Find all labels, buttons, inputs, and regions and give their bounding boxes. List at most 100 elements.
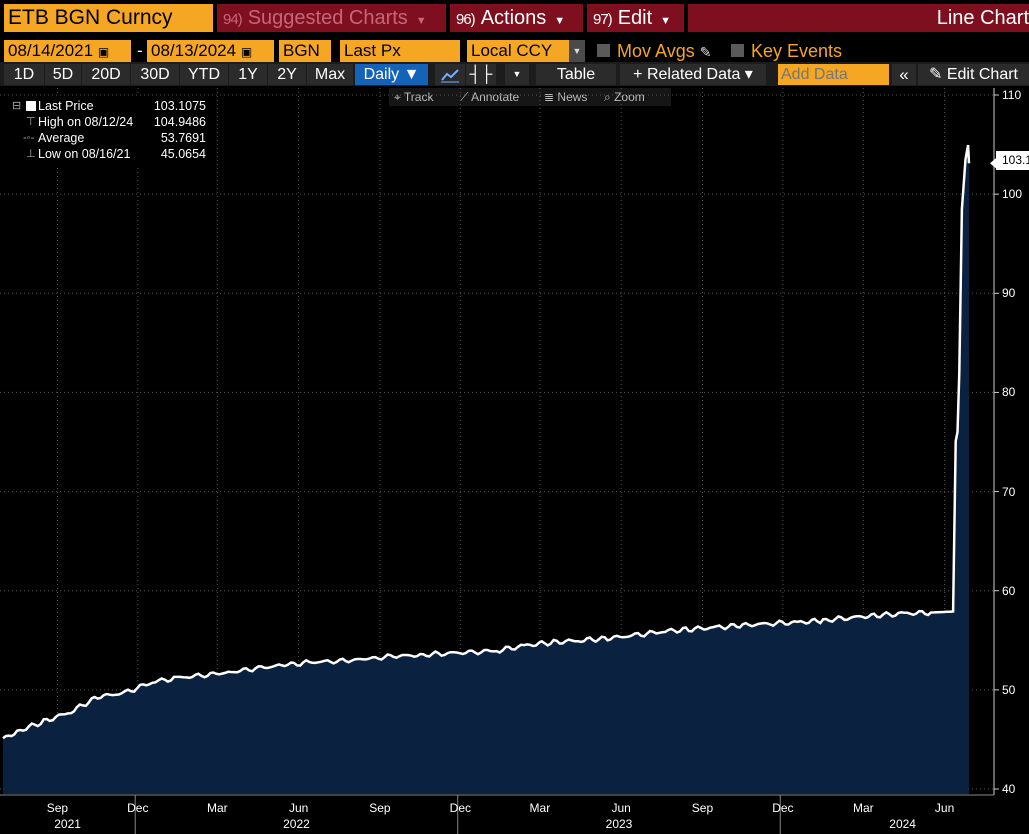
suggested-charts-menu[interactable]: 94) Suggested Charts ▼: [217, 4, 446, 32]
y-tick-label: 80: [1002, 385, 1016, 400]
mov-avgs-checkbox[interactable]: [597, 44, 610, 57]
y-tick-label: 50: [1002, 682, 1016, 697]
menu-label: Suggested Charts: [247, 7, 408, 29]
legend-average-value: 53.7691: [160, 131, 206, 145]
y-tick-label: 40: [1002, 782, 1016, 796]
line-chart-glyph: [441, 69, 459, 83]
edit-menu[interactable]: 97) Edit ▼: [587, 4, 684, 32]
y-tick-label: 60: [1002, 583, 1016, 598]
y-tick-label: 100: [1002, 187, 1023, 202]
legend-average: -◦- Average 53.7691: [10, 130, 208, 146]
annotate-label: Annotate: [471, 90, 520, 104]
x-tick-label: Mar: [852, 801, 874, 815]
period-1d-button[interactable]: 1D: [4, 64, 44, 85]
news-label: News: [557, 90, 588, 104]
related-data-button[interactable]: + Related Data ▾: [620, 64, 766, 85]
legend-collapse-icon[interactable]: ⊟: [12, 100, 22, 112]
period-1y-button[interactable]: 1Y: [229, 64, 267, 85]
x-year-label: 2022: [283, 817, 310, 831]
period-5d-button[interactable]: 5D: [45, 64, 81, 85]
chart-type-title: Line Chart: [689, 4, 1029, 32]
ccy-select[interactable]: Local CCY: [467, 40, 569, 62]
period-max-button[interactable]: Max: [307, 64, 353, 85]
pencil-icon: ✎: [929, 66, 943, 83]
y-tick-label: 110: [1002, 88, 1022, 102]
period-30d-button[interactable]: 30D: [131, 64, 179, 85]
legend-average-label: Average: [38, 131, 85, 145]
x-tick-label: Sep: [691, 801, 714, 815]
legend-swatch: [26, 101, 36, 111]
actions-menu[interactable]: 96) Actions ▼: [450, 4, 583, 32]
add-data-input[interactable]: [778, 64, 889, 85]
x-year-label: 2024: [889, 817, 916, 831]
track-label: Track: [403, 90, 434, 104]
end-date-text: 08/13/2024: [151, 41, 237, 60]
zoom-label: Zoom: [614, 90, 645, 104]
bar-chart-icon[interactable]: ┤├: [466, 64, 496, 85]
start-date-text: 08/14/2021: [8, 41, 94, 60]
magnifier-icon: ⌕: [604, 90, 611, 104]
x-year-label: 2021: [54, 817, 81, 831]
price-area-fill: [3, 145, 969, 795]
legend-high-value: 104.9486: [153, 115, 206, 129]
menu-label: Actions: [480, 7, 547, 29]
frequency-select[interactable]: Daily ▼: [355, 64, 428, 85]
legend-last-label: Last Price: [38, 99, 94, 113]
legend-last-value: 103.1075: [153, 99, 206, 113]
x-tick-label: Jun: [611, 801, 631, 815]
average-marker-icon: -◦-: [23, 132, 35, 144]
mov-avgs-text: Mov Avgs: [617, 41, 695, 61]
ticker-field[interactable]: ETB BGN Curncy: [4, 4, 213, 32]
last-price-pointer: [990, 157, 997, 170]
x-year-label: 2023: [605, 817, 633, 831]
period-20d-button[interactable]: 20D: [82, 64, 130, 85]
dropdown-arrow-icon: ▼: [554, 15, 566, 27]
collapse-icon[interactable]: «: [892, 64, 916, 85]
legend-low: ⊥ Low on 08/16/21 45.0654: [10, 146, 208, 162]
key-events-checkbox[interactable]: [731, 44, 744, 57]
currency-field[interactable]: BGN: [279, 40, 331, 62]
calendar-icon[interactable]: ▣: [97, 45, 110, 59]
zoom-button[interactable]: ⌕ Zoom: [599, 88, 671, 106]
dropdown-arrow-icon: ▼: [415, 15, 427, 27]
chart-type-dropdown-icon[interactable]: ▼: [505, 64, 529, 85]
legend-low-value: 45.0654: [160, 147, 206, 161]
legend-high-label: High on 08/12/24: [38, 115, 134, 129]
menu-number: 96): [456, 11, 476, 28]
x-tick-label: Jun: [288, 801, 309, 815]
line-chart-icon[interactable]: [435, 64, 465, 85]
dropdown-arrow-icon: ▼: [660, 15, 672, 27]
x-tick-label: Dec: [449, 801, 471, 815]
legend-low-label: Low on 08/16/21: [38, 147, 131, 161]
table-button[interactable]: Table: [536, 64, 616, 85]
price-field-select[interactable]: Last Px: [340, 40, 460, 62]
edit-chart-label: Edit Chart: [946, 66, 1018, 83]
period-ytd-button[interactable]: YTD: [180, 64, 228, 85]
y-tick-label: 70: [1002, 484, 1016, 499]
period-2y-button[interactable]: 2Y: [268, 64, 306, 85]
annotate-icon: ⟋: [460, 90, 469, 104]
track-button[interactable]: ⌖ Track: [389, 88, 461, 106]
start-date-field[interactable]: 08/14/2021 ▣: [4, 40, 131, 62]
calendar-icon[interactable]: ▣: [240, 45, 253, 59]
ccy-dropdown-icon[interactable]: ▼: [569, 40, 585, 62]
pencil-icon[interactable]: ✎: [699, 44, 712, 60]
end-date-field[interactable]: 08/13/2024 ▣: [147, 40, 274, 62]
legend-last-price: ⊟ Last Price 103.1075: [10, 98, 208, 114]
x-tick-label: Sep: [369, 801, 391, 815]
chart-type-text: Line Chart: [936, 7, 1029, 29]
key-events-label[interactable]: Key Events: [751, 41, 843, 61]
mov-avgs-label[interactable]: Mov Avgs ✎: [617, 40, 711, 63]
annotate-button[interactable]: ⟋ Annotate: [455, 88, 545, 106]
crosshair-icon: ⌖: [394, 90, 401, 104]
edit-chart-button[interactable]: ✎ Edit Chart: [918, 64, 1029, 85]
x-tick-label: Dec: [127, 801, 149, 815]
menu-label: Edit: [617, 7, 653, 29]
x-tick-label: Mar: [206, 801, 228, 815]
menu-number: 97): [593, 11, 613, 28]
chart-legend: ⊟ Last Price 103.1075 ⊤ High on 08/12/24…: [10, 96, 208, 166]
last-price-badge: 103.1: [996, 151, 1029, 170]
news-button[interactable]: ≣ News: [539, 88, 606, 106]
high-marker-icon: ⊤: [26, 116, 36, 128]
